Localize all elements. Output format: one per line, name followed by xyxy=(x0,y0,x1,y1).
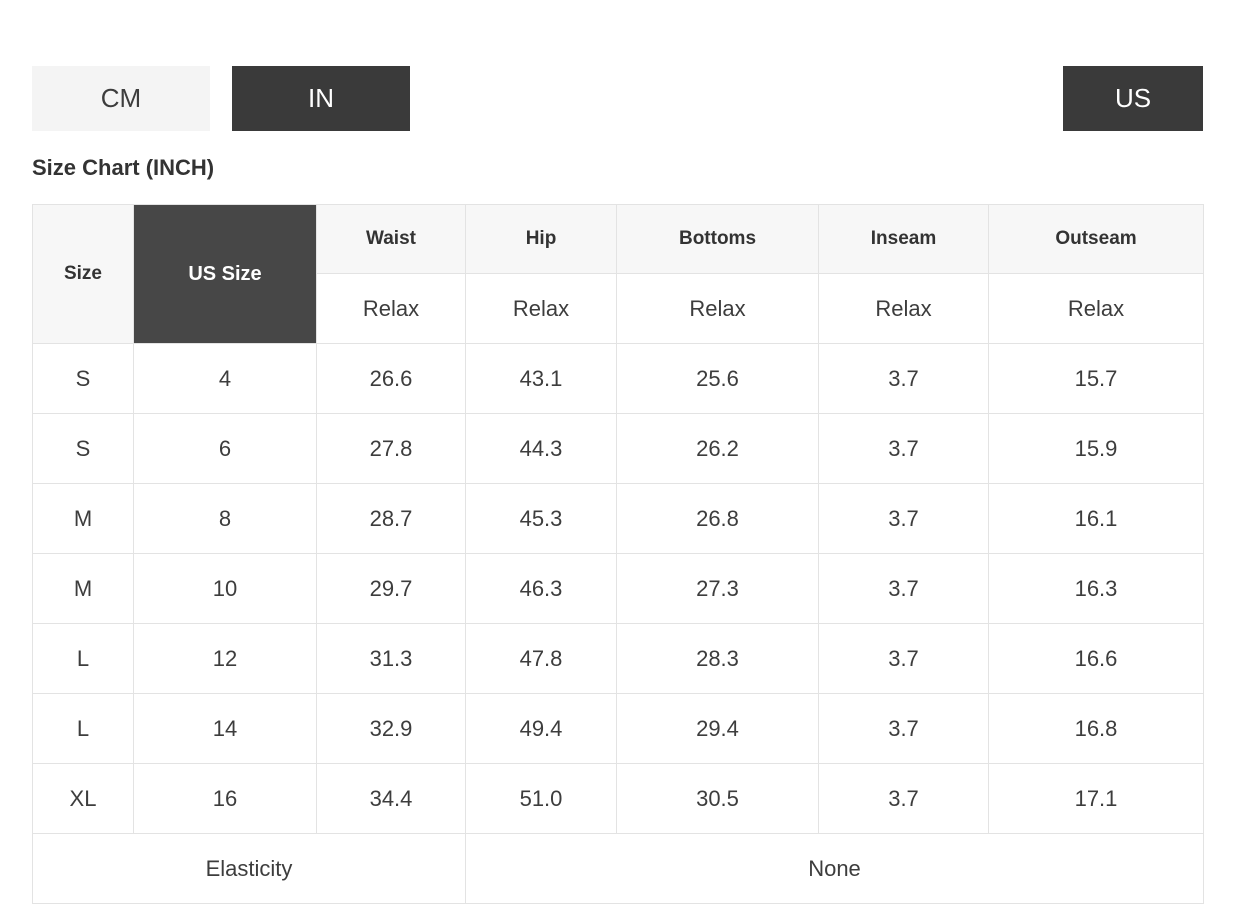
column-header-us-size: US Size xyxy=(133,204,317,344)
cell-hip: 45.3 xyxy=(465,483,617,554)
cell-us-size: 6 xyxy=(133,413,317,484)
cell-hip: 49.4 xyxy=(465,693,617,764)
cell-size: M xyxy=(32,483,134,554)
table-row: S 6 27.8 44.3 26.2 3.7 15.9 xyxy=(32,413,1204,484)
cell-outseam: 16.1 xyxy=(988,483,1204,554)
cell-bottoms: 26.8 xyxy=(616,483,819,554)
region-us-button[interactable]: US xyxy=(1063,66,1203,131)
cell-us-size: 8 xyxy=(133,483,317,554)
cell-waist: 34.4 xyxy=(316,763,466,834)
unit-cm-button[interactable]: CM xyxy=(32,66,210,131)
cell-us-size: 12 xyxy=(133,623,317,694)
cell-size: M xyxy=(32,553,134,624)
cell-outseam: 15.9 xyxy=(988,413,1204,484)
fit-cell-hip: Relax xyxy=(465,273,617,344)
table-footer-row: Elasticity None xyxy=(32,833,1204,904)
cell-size: L xyxy=(32,693,134,764)
unit-toggle-group: CM IN xyxy=(32,66,410,131)
cell-waist: 27.8 xyxy=(316,413,466,484)
fit-type-row: Relax Relax Relax Relax Relax xyxy=(33,273,1204,344)
cell-waist: 28.7 xyxy=(316,483,466,554)
cell-outseam: 15.7 xyxy=(988,343,1204,414)
column-header-waist: Waist xyxy=(316,204,466,274)
cell-bottoms: 27.3 xyxy=(616,553,819,624)
cell-outseam: 16.3 xyxy=(988,553,1204,624)
cell-bottoms: 29.4 xyxy=(616,693,819,764)
column-header-bottoms: Bottoms xyxy=(616,204,819,274)
fit-cell-outseam: Relax xyxy=(988,273,1204,344)
table-row: S 4 26.6 43.1 25.6 3.7 15.7 xyxy=(32,343,1204,414)
unit-in-button[interactable]: IN xyxy=(232,66,410,131)
cell-bottoms: 25.6 xyxy=(616,343,819,414)
table-row: L 12 31.3 47.8 28.3 3.7 16.6 xyxy=(32,623,1204,694)
toggle-row: CM IN US xyxy=(32,66,1203,131)
cell-bottoms: 26.2 xyxy=(616,413,819,484)
cell-bottoms: 28.3 xyxy=(616,623,819,694)
fit-cell-waist: Relax xyxy=(316,273,466,344)
cell-hip: 47.8 xyxy=(465,623,617,694)
cell-waist: 32.9 xyxy=(316,693,466,764)
cell-inseam: 3.7 xyxy=(818,343,989,414)
fit-cell-inseam: Relax xyxy=(818,273,989,344)
cell-hip: 44.3 xyxy=(465,413,617,484)
cell-waist: 31.3 xyxy=(316,623,466,694)
elasticity-label: Elasticity xyxy=(32,833,466,904)
cell-us-size: 4 xyxy=(133,343,317,414)
cell-size: S xyxy=(32,413,134,484)
table-row: M 8 28.7 45.3 26.8 3.7 16.1 xyxy=(32,483,1204,554)
cell-waist: 29.7 xyxy=(316,553,466,624)
header-row: Size US Size Waist Hip Bottoms Inseam Ou… xyxy=(32,204,1204,344)
table-row: L 14 32.9 49.4 29.4 3.7 16.8 xyxy=(32,693,1204,764)
cell-inseam: 3.7 xyxy=(818,483,989,554)
cell-us-size: 10 xyxy=(133,553,317,624)
cell-us-size: 16 xyxy=(133,763,317,834)
cell-outseam: 17.1 xyxy=(988,763,1204,834)
fit-cell-bottoms: Relax xyxy=(616,273,819,344)
cell-inseam: 3.7 xyxy=(818,763,989,834)
cell-us-size: 14 xyxy=(133,693,317,764)
size-chart-table: Size US Size Waist Hip Bottoms Inseam Ou… xyxy=(32,204,1204,904)
cell-hip: 46.3 xyxy=(465,553,617,624)
cell-size: L xyxy=(32,623,134,694)
cell-waist: 26.6 xyxy=(316,343,466,414)
column-header-outseam: Outseam xyxy=(988,204,1204,274)
cell-outseam: 16.6 xyxy=(988,623,1204,694)
column-header-inseam: Inseam xyxy=(818,204,989,274)
page-title: Size Chart (INCH) xyxy=(32,155,215,180)
column-header-hip: Hip xyxy=(465,204,617,274)
cell-hip: 51.0 xyxy=(465,763,617,834)
cell-inseam: 3.7 xyxy=(818,413,989,484)
cell-size: XL xyxy=(32,763,134,834)
table-row: M 10 29.7 46.3 27.3 3.7 16.3 xyxy=(32,553,1204,624)
cell-hip: 43.1 xyxy=(465,343,617,414)
cell-size: S xyxy=(32,343,134,414)
cell-inseam: 3.7 xyxy=(818,553,989,624)
column-header-size: Size xyxy=(32,204,134,344)
table-row: XL 16 34.4 51.0 30.5 3.7 17.1 xyxy=(32,763,1204,834)
elasticity-value: None xyxy=(465,833,1204,904)
cell-inseam: 3.7 xyxy=(818,623,989,694)
cell-bottoms: 30.5 xyxy=(616,763,819,834)
cell-outseam: 16.8 xyxy=(988,693,1204,764)
cell-inseam: 3.7 xyxy=(818,693,989,764)
